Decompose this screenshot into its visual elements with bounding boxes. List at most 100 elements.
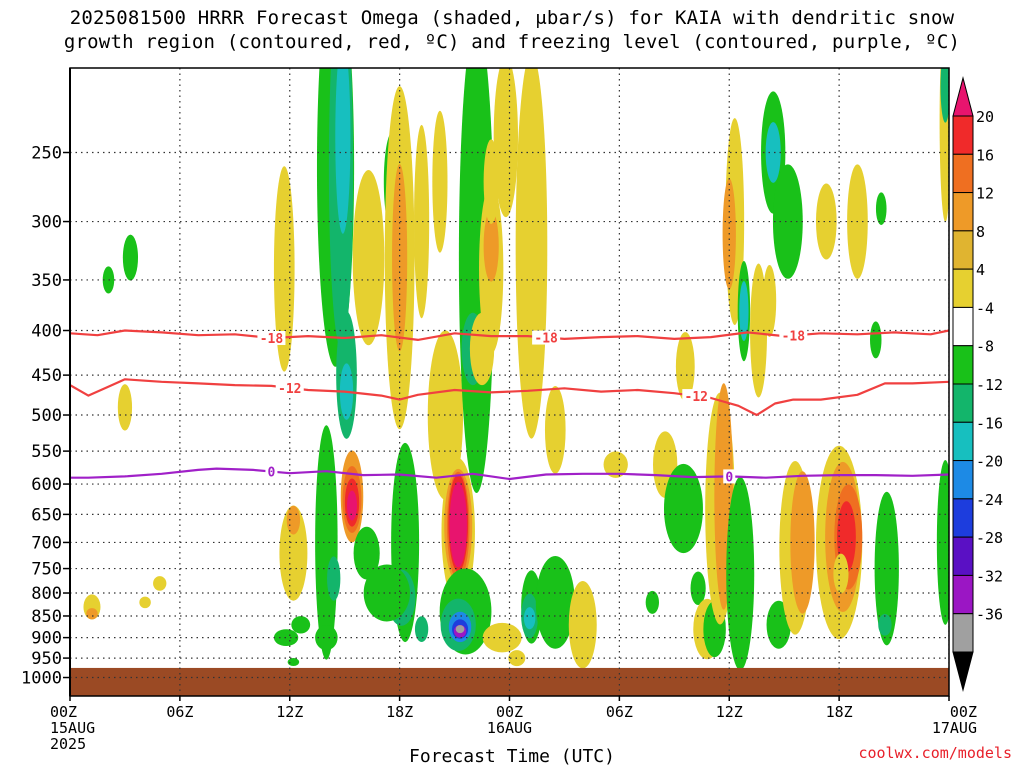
omega-cell: [875, 192, 887, 226]
colorbar-label: -20: [976, 453, 1003, 471]
y-tick-label: 800: [31, 584, 62, 604]
omega-cell: [483, 210, 499, 282]
colorbar: 20 16 12 8 4 -4 -8 -12 -16 -20 -24 -28 -32 -36: [952, 76, 1003, 692]
contour-label-bg: [682, 389, 711, 404]
omega-cell: [353, 526, 380, 580]
x-tick-label: 12Z: [276, 703, 303, 721]
contour-label: -18: [782, 329, 806, 344]
colorbar-box: [952, 153, 974, 194]
omega-cell: [603, 451, 628, 478]
y-tick-label: 350: [31, 271, 62, 291]
x-tick-sublabel: 15AUG: [50, 719, 95, 737]
contour-line--18: [70, 329, 949, 341]
contour-line--12: [70, 378, 949, 417]
omega-cell: [870, 321, 882, 359]
contour-label-bg: [779, 328, 808, 343]
colorbar-box: [952, 613, 974, 653]
x-tick-sublabel: 2025: [50, 735, 86, 753]
omega-cell: [940, 68, 949, 123]
omega-cell: [936, 460, 949, 625]
contour-label: -12: [685, 390, 708, 405]
colorbar-box: [952, 536, 974, 576]
ground-surface: [70, 667, 949, 696]
colorbar-box: [952, 115, 974, 155]
x-tick-sublabel: 16AUG: [487, 719, 532, 737]
omega-cell: [726, 476, 755, 671]
omega-cell: [273, 629, 299, 647]
colorbar-label: -4: [976, 299, 994, 317]
colorbar-top-triangle: [952, 76, 974, 117]
colorbar-label: 8: [976, 223, 985, 241]
omega-cell: [392, 163, 408, 352]
omega-cell: [455, 625, 465, 634]
x-tick-label: 18Z: [386, 703, 413, 721]
x-tick-label: 00Z: [496, 703, 523, 721]
y-tick-label: 650: [31, 505, 62, 525]
x-tick-label: 12Z: [716, 703, 743, 721]
contour-label: -18: [534, 332, 558, 347]
omega-cell: [414, 124, 430, 319]
omega-cell: [432, 110, 448, 253]
y-tick-label: 950: [31, 649, 62, 669]
omega-cell: [535, 555, 575, 649]
colorbar-bottom-triangle: [952, 651, 974, 692]
omega-cell: [291, 616, 311, 634]
omega-cell: [279, 505, 308, 601]
contour-label: 0: [268, 466, 276, 481]
y-tick-label: 600: [31, 475, 62, 495]
y-axis: 2503003504004505005506006507007508008509…: [21, 144, 70, 689]
omega-cell: [335, 68, 351, 234]
x-tick-label: 18Z: [826, 703, 853, 721]
omega-cell: [833, 553, 849, 594]
omega-cell: [482, 622, 522, 653]
colorbar-label: -8: [976, 338, 994, 356]
contour-label-bg: [265, 464, 278, 479]
omega-cell: [765, 122, 781, 183]
colorbar-box: [952, 574, 974, 615]
x-axis-title: Forecast Time (UTC): [409, 746, 615, 767]
y-tick-label: 900: [31, 629, 62, 649]
chart-title: 2025081500 HRRR Forecast Omega (shaded, …: [0, 6, 1024, 54]
omega-cell: [815, 183, 837, 260]
y-tick-label: 400: [31, 322, 62, 342]
omega-cell: [645, 590, 660, 614]
omega-cell: [352, 170, 385, 346]
y-tick-label: 250: [31, 144, 62, 164]
omega-cell: [690, 571, 706, 606]
y-tick-label: 500: [31, 406, 62, 426]
temperature-contours: -18 -18 -18 -12 -12 0 0: [70, 328, 949, 485]
omega-cell: [739, 281, 749, 342]
chart-title-line2: growth region (contoured, red, ºC) and f…: [63, 31, 961, 53]
colorbar-label: -28: [976, 529, 1003, 547]
omega-cell: [772, 164, 803, 279]
colorbar-label: -16: [976, 414, 1003, 432]
omega-cell: [287, 658, 300, 667]
colorbar-box: [952, 383, 974, 423]
omega-cell: [523, 607, 536, 630]
grid-lines: [70, 68, 949, 696]
omega-cell: [315, 425, 338, 660]
colorbar-box: [952, 498, 974, 538]
omega-cell: [86, 608, 98, 620]
colorbar-box: [952, 268, 974, 308]
y-tick-label: 850: [31, 607, 62, 627]
contour-label-bg: [532, 330, 561, 345]
omega-cell: [449, 482, 467, 568]
contour-label: 0: [725, 470, 733, 485]
colorbar-label: -12: [976, 376, 1003, 394]
omega-cell: [544, 385, 566, 474]
colorbar-box: [952, 460, 974, 500]
y-tick-label: 550: [31, 442, 62, 462]
colorbar-label: -36: [976, 606, 1003, 624]
x-tick-label: 00Z: [950, 703, 977, 721]
contour-label: -12: [278, 382, 301, 397]
contour-label: -18: [260, 332, 284, 347]
omega-cell: [117, 384, 133, 431]
omega-cell: [414, 616, 429, 643]
colorbar-box: [952, 306, 974, 347]
colorbar-label: 20: [976, 108, 994, 126]
omega-cell: [762, 265, 777, 337]
omega-cell: [315, 624, 338, 651]
